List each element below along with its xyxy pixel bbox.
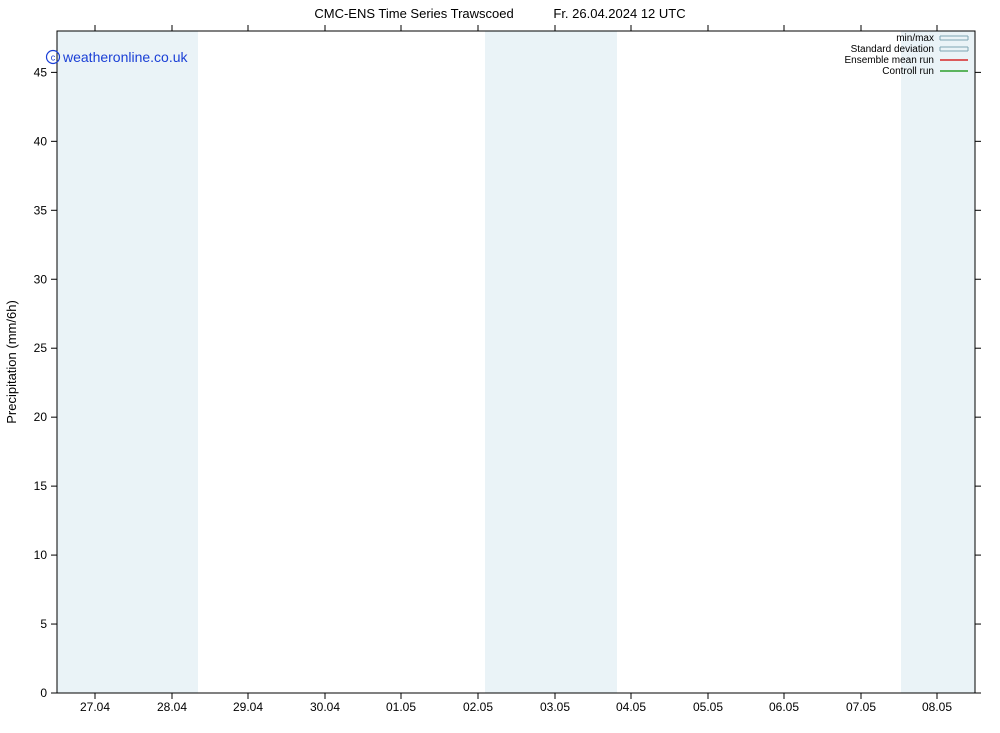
- x-tick-label: 27.04: [80, 700, 110, 714]
- y-tick-label: 0: [40, 686, 47, 700]
- x-tick-label: 04.05: [616, 700, 646, 714]
- x-tick-label: 29.04: [233, 700, 263, 714]
- y-tick-label: 20: [34, 410, 48, 424]
- chart-title-right: Fr. 26.04.2024 12 UTC: [553, 6, 685, 21]
- x-tick-label: 02.05: [463, 700, 493, 714]
- y-axis-label: Precipitation (mm/6h): [4, 300, 19, 424]
- chart-title-left: CMC-ENS Time Series Trawscoed: [314, 6, 513, 21]
- x-tick-label: 08.05: [922, 700, 952, 714]
- weekend-band: [485, 31, 617, 693]
- x-tick-label: 03.05: [540, 700, 570, 714]
- copyright-icon: c: [51, 53, 56, 63]
- y-tick-label: 25: [34, 341, 48, 355]
- chart-container: CMC-ENS Time Series Trawscoed Fr. 26.04.…: [0, 0, 1000, 733]
- weekend-band: [901, 31, 975, 693]
- x-tick-label: 05.05: [693, 700, 723, 714]
- x-tick-label: 07.05: [846, 700, 876, 714]
- y-tick-label: 30: [34, 272, 48, 286]
- y-tick-label: 40: [34, 134, 48, 148]
- legend-label: Ensemble mean run: [845, 55, 935, 66]
- chart-title-row: CMC-ENS Time Series Trawscoed Fr. 26.04.…: [0, 6, 1000, 21]
- watermark-text: weatheronline.co.uk: [62, 49, 189, 65]
- x-tick-label: 30.04: [310, 700, 340, 714]
- legend-label: Controll run: [882, 66, 934, 77]
- y-tick-label: 5: [40, 617, 47, 631]
- x-tick-label: 01.05: [386, 700, 416, 714]
- y-tick-label: 35: [34, 203, 48, 217]
- x-tick-label: 28.04: [157, 700, 187, 714]
- chart-svg: 0 5 10 15 20 25 30 35 40 45 Precipitation (mm/6h) 2…: [0, 0, 1000, 733]
- weekend-band: [57, 31, 198, 693]
- legend-label: min/max: [896, 33, 934, 44]
- y-tick-label: 10: [34, 548, 48, 562]
- y-tick-label: 15: [34, 479, 48, 493]
- y-tick-label: 45: [34, 65, 48, 79]
- legend-label: Standard deviation: [851, 44, 934, 55]
- x-tick-label: 06.05: [769, 700, 799, 714]
